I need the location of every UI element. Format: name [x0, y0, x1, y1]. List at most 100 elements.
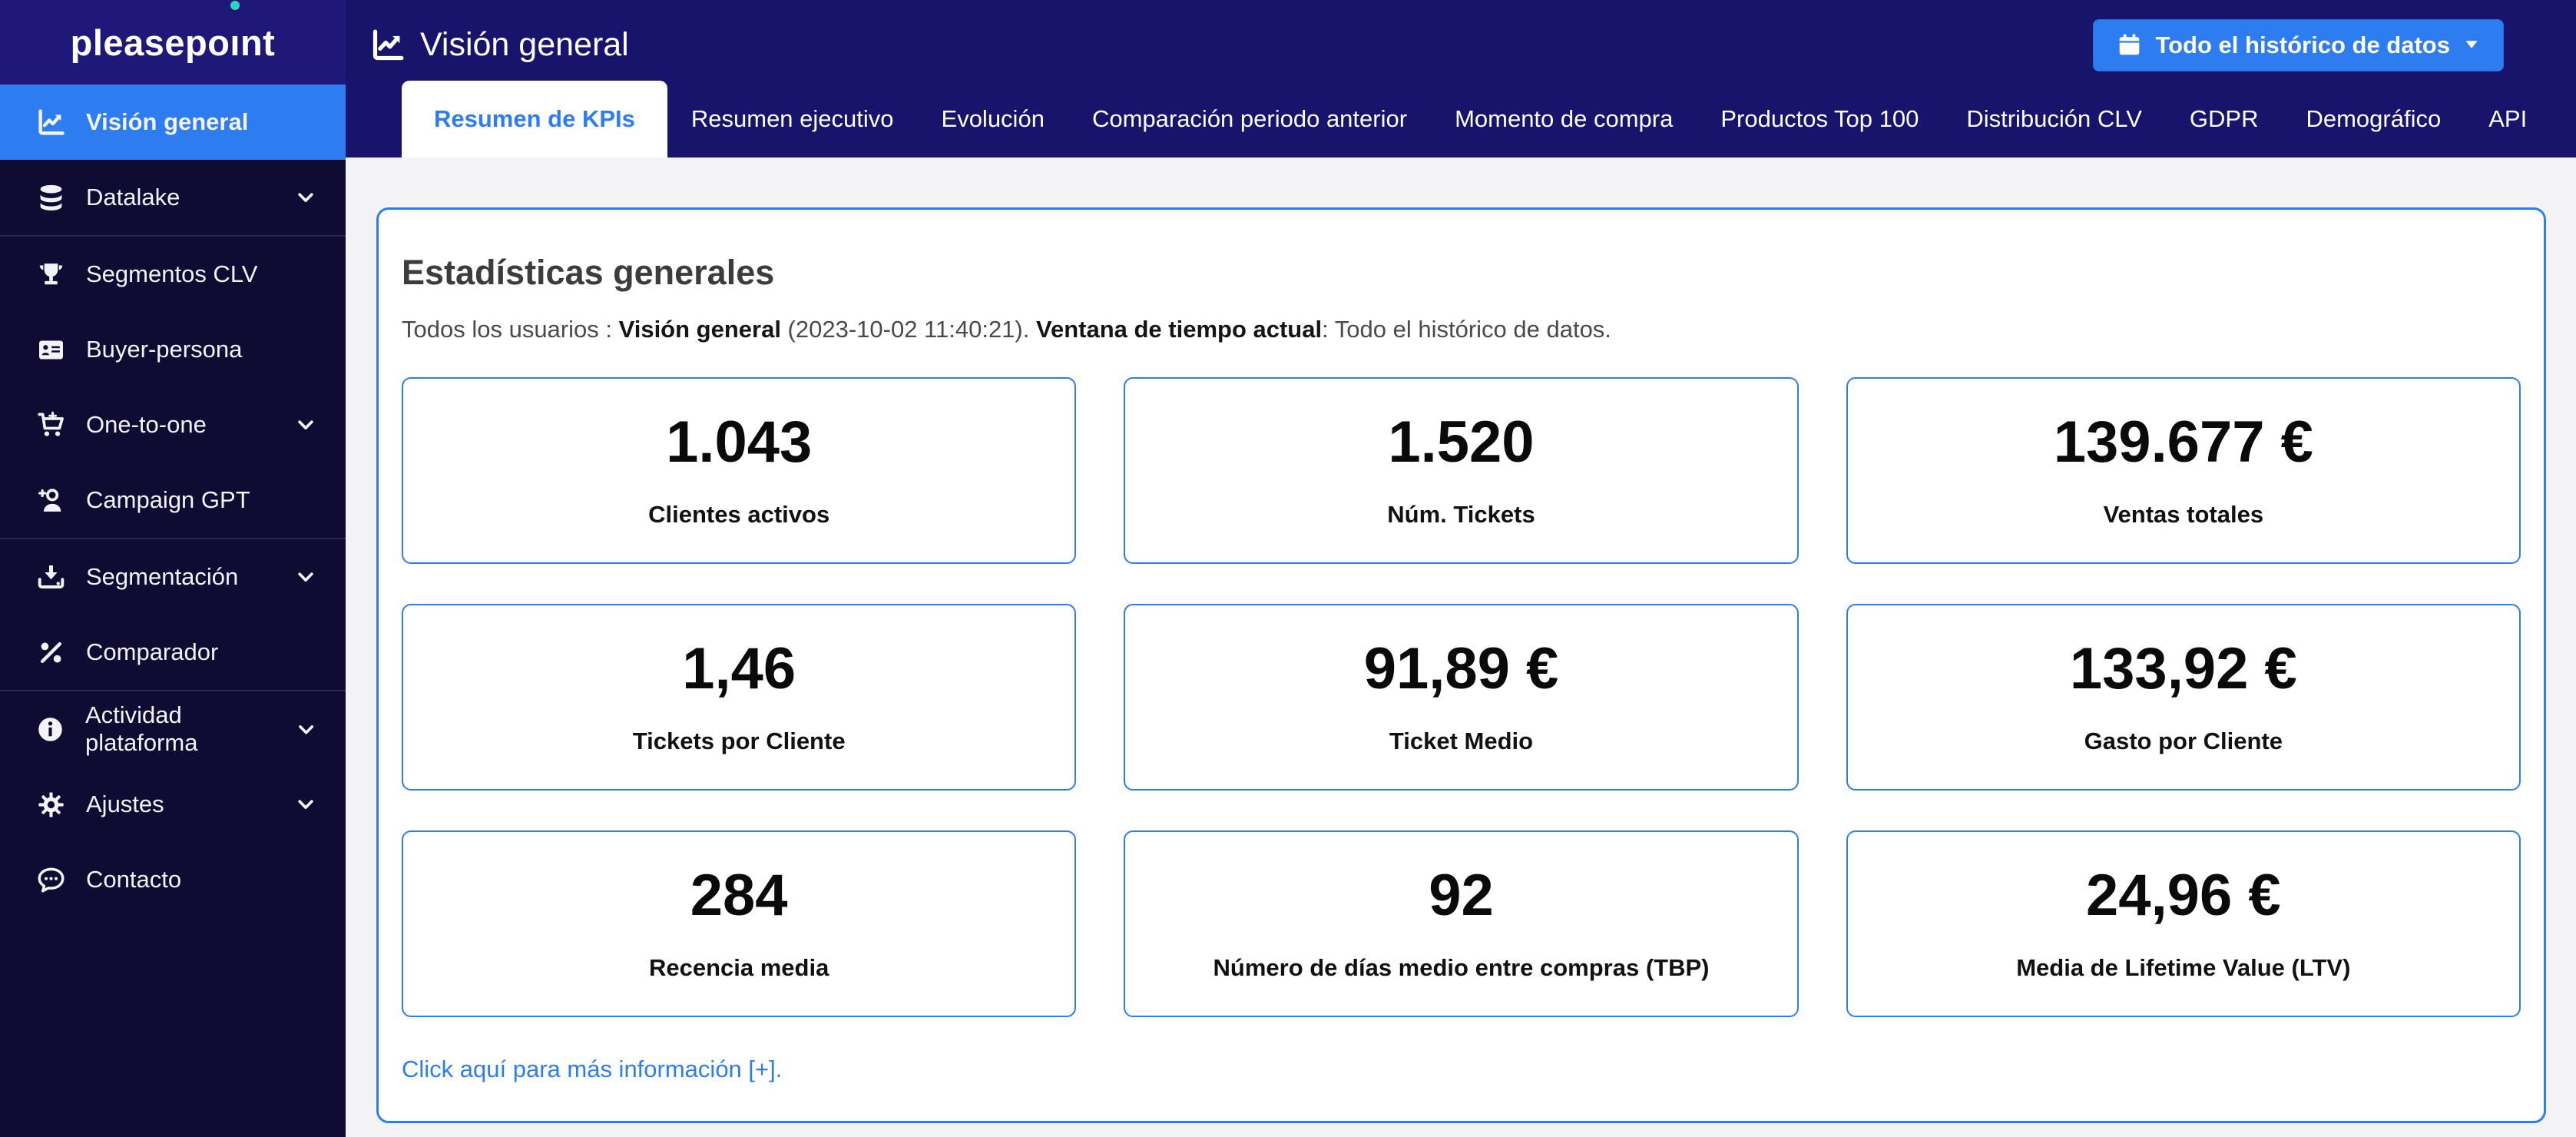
id-card-icon [35, 334, 66, 365]
sidebar-item-label: Contacto [86, 866, 181, 893]
tab-productos-top-100[interactable]: Productos Top 100 [1697, 81, 1942, 157]
kpi-value: 284 [690, 867, 788, 925]
sidebar-nav: Visión general Datalake Segmentos CLV Bu… [0, 85, 346, 917]
kpi-card-tickets-por-cliente: 1,46 Tickets por Cliente [402, 604, 1076, 791]
kpi-value: 1.043 [666, 413, 812, 472]
sidebar-item-label: Visión general [86, 108, 248, 136]
chevron-down-icon [295, 566, 316, 588]
sidebar-item-label: One-to-one [86, 411, 207, 439]
kpi-card-dias-entre-compras-tbp: 92 Número de días medio entre compras (T… [1124, 830, 1798, 1017]
tab-comparacion-periodo-anterior[interactable]: Comparación periodo anterior [1068, 81, 1431, 157]
kpi-label: Tickets por Cliente [618, 728, 861, 755]
kpi-card-num-tickets: 1.520 Núm. Tickets [1124, 377, 1798, 564]
kpi-value: 1.520 [1388, 413, 1534, 472]
sidebar-item-buyer-persona[interactable]: Buyer-persona [0, 312, 346, 387]
logo-dotless-i: ı [230, 22, 240, 64]
sidebar-item-label: Comparador [86, 638, 218, 666]
sidebar-item-label: Campaign GPT [86, 486, 250, 514]
logo-band: pleasepoınt [0, 0, 346, 85]
logo-text-after: nt [240, 22, 275, 63]
kpi-card-clientes-activos: 1.043 Clientes activos [402, 377, 1076, 564]
chevron-down-icon [295, 187, 316, 208]
sidebar-item-contacto[interactable]: Contacto [0, 842, 346, 917]
sidebar-item-label: Actividad plataforma [85, 701, 296, 757]
sidebar-item-actividad-plataforma[interactable]: Actividad plataforma [0, 691, 346, 767]
subtitle-window-label: Ventana de tiempo actual [1036, 316, 1322, 343]
tab-api[interactable]: API [2465, 81, 2551, 157]
calendar-icon [2117, 32, 2142, 58]
date-range-button[interactable]: Todo el histórico de datos [2093, 19, 2504, 71]
panel-heading: Estadísticas generales [402, 253, 2521, 293]
kpi-label: Media de Lifetime Value (LTV) [2001, 954, 2366, 982]
kpi-card-recencia-media: 284 Recencia media [402, 830, 1076, 1017]
chevron-down-icon [295, 414, 316, 436]
sidebar-item-datalake[interactable]: Datalake [0, 160, 346, 235]
user-plus-icon [35, 485, 66, 515]
kpi-label: Gasto por Cliente [2069, 728, 2298, 755]
more-info-link[interactable]: Click aquí para más información [+]. [402, 1056, 782, 1083]
sidebar-item-ajustes[interactable]: Ajustes [0, 767, 346, 842]
sidebar-item-segmentos-clv[interactable]: Segmentos CLV [0, 237, 346, 312]
kpi-value: 139.677 € [2054, 413, 2313, 472]
sidebar-item-campaign-gpt[interactable]: Campaign GPT [0, 462, 346, 538]
subtitle-window-value: : Todo el histórico de datos. [1322, 316, 1611, 343]
stats-panel: Estadísticas generales Todos los usuario… [376, 207, 2546, 1123]
sidebar-item-label: Segmentación [86, 563, 238, 591]
logo-accent-dot [230, 1, 240, 10]
kpi-card-gasto-por-cliente: 133,92 € Gasto por Cliente [1846, 604, 2521, 791]
kpi-label: Recencia media [634, 954, 844, 982]
sidebar-item-label: Datalake [86, 184, 180, 211]
chevron-down-icon [295, 794, 316, 815]
tab-distribucion-clv[interactable]: Distribución CLV [1942, 81, 2166, 157]
kpi-label: Ticket Medio [1374, 728, 1548, 755]
page-title-text: Visión general [420, 26, 629, 64]
tab-bar: Resumen de KPIs Resumen ejecutivo Evoluc… [346, 81, 2576, 157]
percent-icon [35, 637, 66, 668]
subtitle-view-name: Visión general [619, 316, 781, 343]
kpi-label: Número de días medio entre compras (TBP) [1198, 954, 1725, 982]
sidebar-item-one-to-one[interactable]: One-to-one [0, 387, 346, 462]
info-circle-icon [35, 714, 65, 744]
subtitle-timestamp: (2023-10-02 11:40:21). [781, 316, 1036, 343]
sidebar: pleasepoınt Visión general Datalake Segm… [0, 0, 346, 1137]
sidebar-item-label: Ajustes [86, 791, 164, 818]
database-icon [35, 182, 66, 213]
kpi-grid: 1.043 Clientes activos 1.520 Núm. Ticket… [402, 377, 2521, 1017]
tab-gdpr[interactable]: GDPR [2166, 81, 2283, 157]
page-title: Visión general [371, 26, 629, 64]
cart-plus-icon [35, 409, 66, 440]
kpi-value: 133,92 € [2070, 640, 2297, 698]
tab-demografico[interactable]: Demográfico [2282, 81, 2465, 157]
chevron-down-icon [296, 718, 316, 740]
caret-down-icon [2463, 31, 2480, 59]
tab-evolucion[interactable]: Evolución [918, 81, 1068, 157]
sidebar-item-comparador[interactable]: Comparador [0, 615, 346, 690]
chart-line-icon [371, 28, 405, 62]
sidebar-item-vision-general[interactable]: Visión general [0, 85, 346, 160]
sidebar-item-label: Segmentos CLV [86, 260, 257, 288]
tab-resumen-de-kpis[interactable]: Resumen de KPIs [402, 81, 667, 157]
kpi-card-ticket-medio: 91,89 € Ticket Medio [1124, 604, 1798, 791]
kpi-label: Clientes activos [633, 501, 845, 529]
app-window: pleasepoınt Visión general Datalake Segm… [0, 0, 2576, 1137]
tab-resumen-ejecutivo[interactable]: Resumen ejecutivo [667, 81, 918, 157]
content-column: Visión general Todo el histórico de dato… [346, 0, 2576, 1137]
comment-dots-icon [35, 864, 66, 895]
kpi-label: Núm. Tickets [1372, 501, 1550, 529]
kpi-card-media-ltv: 24,96 € Media de Lifetime Value (LTV) [1846, 830, 2521, 1017]
sidebar-item-label: Buyer-persona [86, 336, 242, 363]
gear-icon [35, 789, 66, 820]
kpi-value: 92 [1429, 867, 1494, 925]
chart-line-icon [35, 107, 66, 138]
sidebar-item-segmentacion[interactable]: Segmentación [0, 539, 346, 615]
download-icon [35, 562, 66, 592]
page-header: Visión general Todo el histórico de dato… [346, 0, 2576, 157]
kpi-label: Ventas totales [2088, 501, 2279, 529]
main-area: Estadísticas generales Todos los usuario… [346, 157, 2576, 1137]
header-top-row: Visión general Todo el histórico de dato… [346, 0, 2576, 81]
logo-text-before: pleasepo [71, 22, 230, 63]
kpi-card-ventas-totales: 139.677 € Ventas totales [1846, 377, 2521, 564]
tab-momento-de-compra[interactable]: Momento de compra [1431, 81, 1697, 157]
panel-subtitle: Todos los usuarios : Visión general (202… [402, 316, 2521, 343]
pleasepoint-logo: pleasepoınt [71, 22, 276, 64]
